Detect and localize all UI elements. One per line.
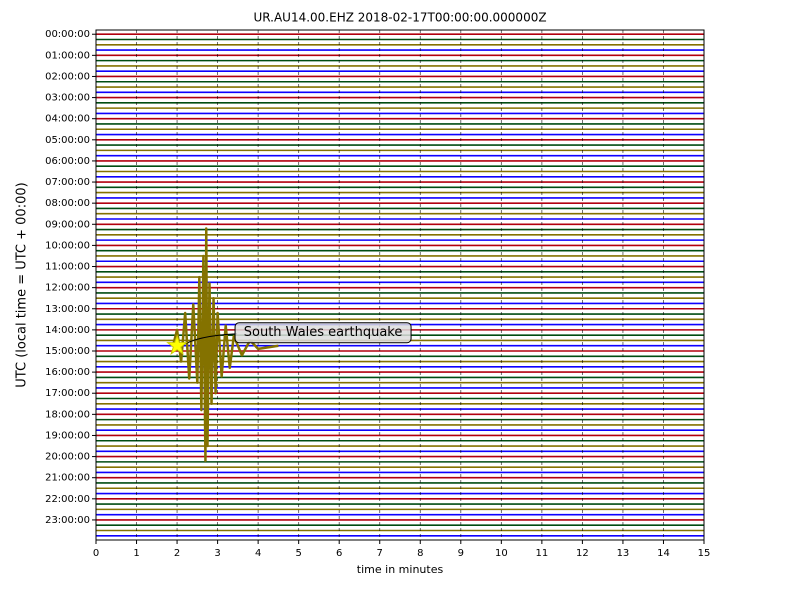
y-tick-label: 03:00:00 xyxy=(45,93,90,104)
y-tick-label: 21:00:00 xyxy=(45,473,90,484)
x-tick-label: 0 xyxy=(93,548,99,559)
y-tick-label: 18:00:00 xyxy=(45,409,90,420)
y-tick-label: 09:00:00 xyxy=(45,219,90,230)
y-axis-label: UTC (local time = UTC + 00:00) xyxy=(15,182,30,387)
x-tick-label: 13 xyxy=(617,548,630,559)
y-tick-label: 01:00:00 xyxy=(45,50,90,61)
plot-frame xyxy=(95,29,705,541)
x-tick-label: 2 xyxy=(174,548,180,559)
x-tick-label: 4 xyxy=(255,548,261,559)
y-tick-label: 20:00:00 xyxy=(45,452,90,463)
y-tick-label: 08:00:00 xyxy=(45,198,90,209)
x-tick-label: 9 xyxy=(458,548,464,559)
y-tick-label: 12:00:00 xyxy=(45,283,90,294)
x-tick-label: 10 xyxy=(495,548,508,559)
y-tick-label: 13:00:00 xyxy=(45,304,90,315)
y-tick-label: 02:00:00 xyxy=(45,71,90,82)
y-tick-label: 05:00:00 xyxy=(45,135,90,146)
y-tick-label: 16:00:00 xyxy=(45,367,90,378)
chart-title: UR.AU14.00.EHZ 2018-02-17T00:00:00.00000… xyxy=(253,11,546,25)
x-tick-label: 6 xyxy=(336,548,342,559)
y-tick-label: 14:00:00 xyxy=(45,325,90,336)
x-tick-label: 12 xyxy=(576,548,589,559)
x-tick-label: 8 xyxy=(417,548,423,559)
annotation-label: South Wales earthquake xyxy=(244,325,403,340)
x-tick-label: 1 xyxy=(133,548,139,559)
x-tick-label: 11 xyxy=(535,548,548,559)
y-tick-label: 11:00:00 xyxy=(45,262,90,273)
x-tick-label: 7 xyxy=(377,548,383,559)
y-tick-label: 22:00:00 xyxy=(45,494,90,505)
annotation-box xyxy=(234,322,412,344)
event-star xyxy=(166,334,189,356)
x-tick-label: 3 xyxy=(214,548,220,559)
x-tick-label: 14 xyxy=(657,548,670,559)
x-tick-label: 15 xyxy=(698,548,711,559)
y-tick-label: 17:00:00 xyxy=(45,388,90,399)
waveform xyxy=(171,227,279,463)
y-tick-label: 15:00:00 xyxy=(45,346,90,357)
y-tick-label: 19:00:00 xyxy=(45,430,90,441)
y-tick-label: 23:00:00 xyxy=(45,515,90,526)
y-tick-label: 07:00:00 xyxy=(45,177,90,188)
y-tick-label: 06:00:00 xyxy=(45,156,90,167)
y-tick-label: 04:00:00 xyxy=(45,114,90,125)
y-tick-label: 00:00:00 xyxy=(45,29,90,40)
x-tick-label: 5 xyxy=(295,548,301,559)
x-axis-label: time in minutes xyxy=(357,563,444,576)
y-tick-label: 10:00:00 xyxy=(45,240,90,251)
